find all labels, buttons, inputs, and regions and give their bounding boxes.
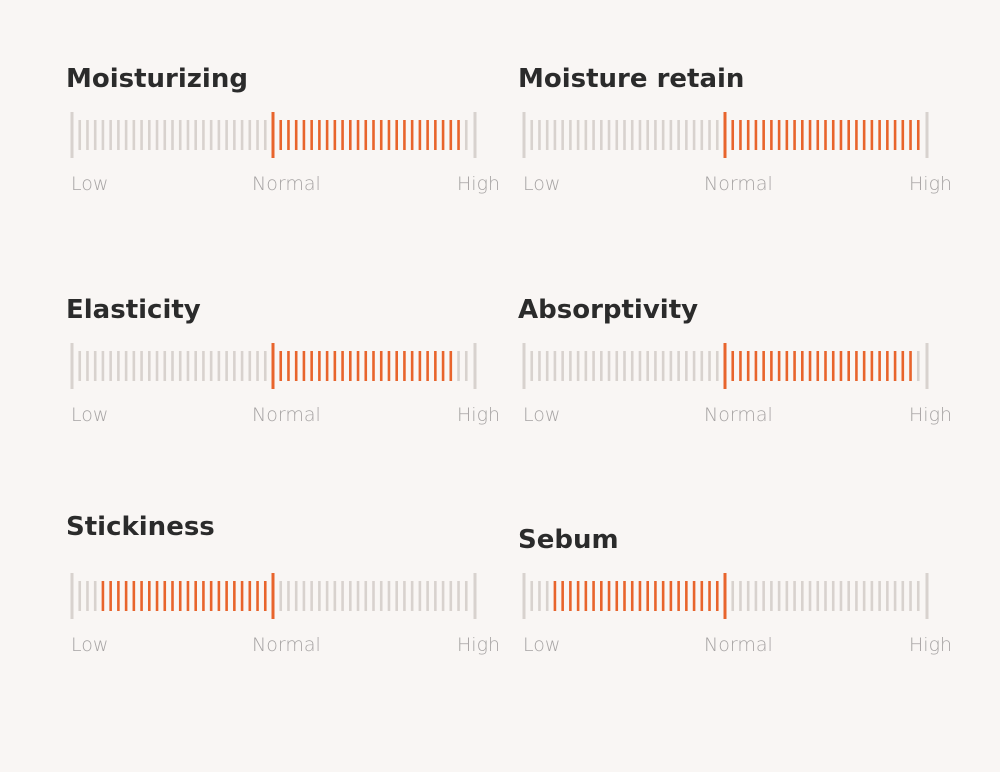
metric-stickiness: Stickiness Low Normal High (66, 510, 506, 670)
scale-high-label: High (457, 634, 501, 656)
scale-low-label: Low (523, 634, 561, 656)
scale-high-label: High (457, 173, 501, 195)
scale-normal-label: Normal (252, 634, 321, 656)
scale-labels: Low Normal High (518, 404, 958, 428)
scale-high-label: High (909, 634, 953, 656)
scale-labels: Low Normal High (518, 173, 958, 197)
metric-title: Elasticity (66, 295, 201, 325)
metric-title: Stickiness (66, 512, 215, 542)
scale-normal-label: Normal (252, 173, 321, 195)
scale-labels: Low Normal High (518, 634, 958, 658)
scale-low-label: Low (71, 173, 109, 195)
metric-absorptivity: Absorptivity Low Normal High (518, 293, 958, 453)
scale-labels: Low Normal High (66, 173, 506, 197)
scale-bar (522, 573, 929, 619)
scale-bar (70, 112, 477, 158)
metric-title: Sebum (518, 525, 619, 555)
metric-moisturizing: Moisturizing Low Normal High (66, 62, 506, 222)
metric-title: Moisturizing (66, 64, 248, 94)
scale-low-label: Low (71, 634, 109, 656)
scale-bar (70, 343, 477, 389)
metric-sebum: Sebum Low Normal High (518, 523, 958, 683)
scale-bar (522, 343, 929, 389)
scale-bar (70, 573, 477, 619)
scale-bar (522, 112, 929, 158)
metric-title: Moisture retain (518, 64, 745, 94)
scale-normal-label: Normal (704, 173, 773, 195)
scale-normal-label: Normal (704, 634, 773, 656)
scale-normal-label: Normal (704, 404, 773, 426)
metric-moisture-retain: Moisture retain Low Normal High (518, 62, 958, 222)
scale-low-label: Low (71, 404, 109, 426)
scale-normal-label: Normal (252, 404, 321, 426)
scale-labels: Low Normal High (66, 404, 506, 428)
scale-high-label: High (909, 404, 953, 426)
scale-labels: Low Normal High (66, 634, 506, 658)
scale-high-label: High (457, 404, 501, 426)
scale-low-label: Low (523, 173, 561, 195)
metric-title: Absorptivity (518, 295, 699, 325)
scale-high-label: High (909, 173, 953, 195)
metric-elasticity: Elasticity Low Normal High (66, 293, 506, 453)
scale-low-label: Low (523, 404, 561, 426)
